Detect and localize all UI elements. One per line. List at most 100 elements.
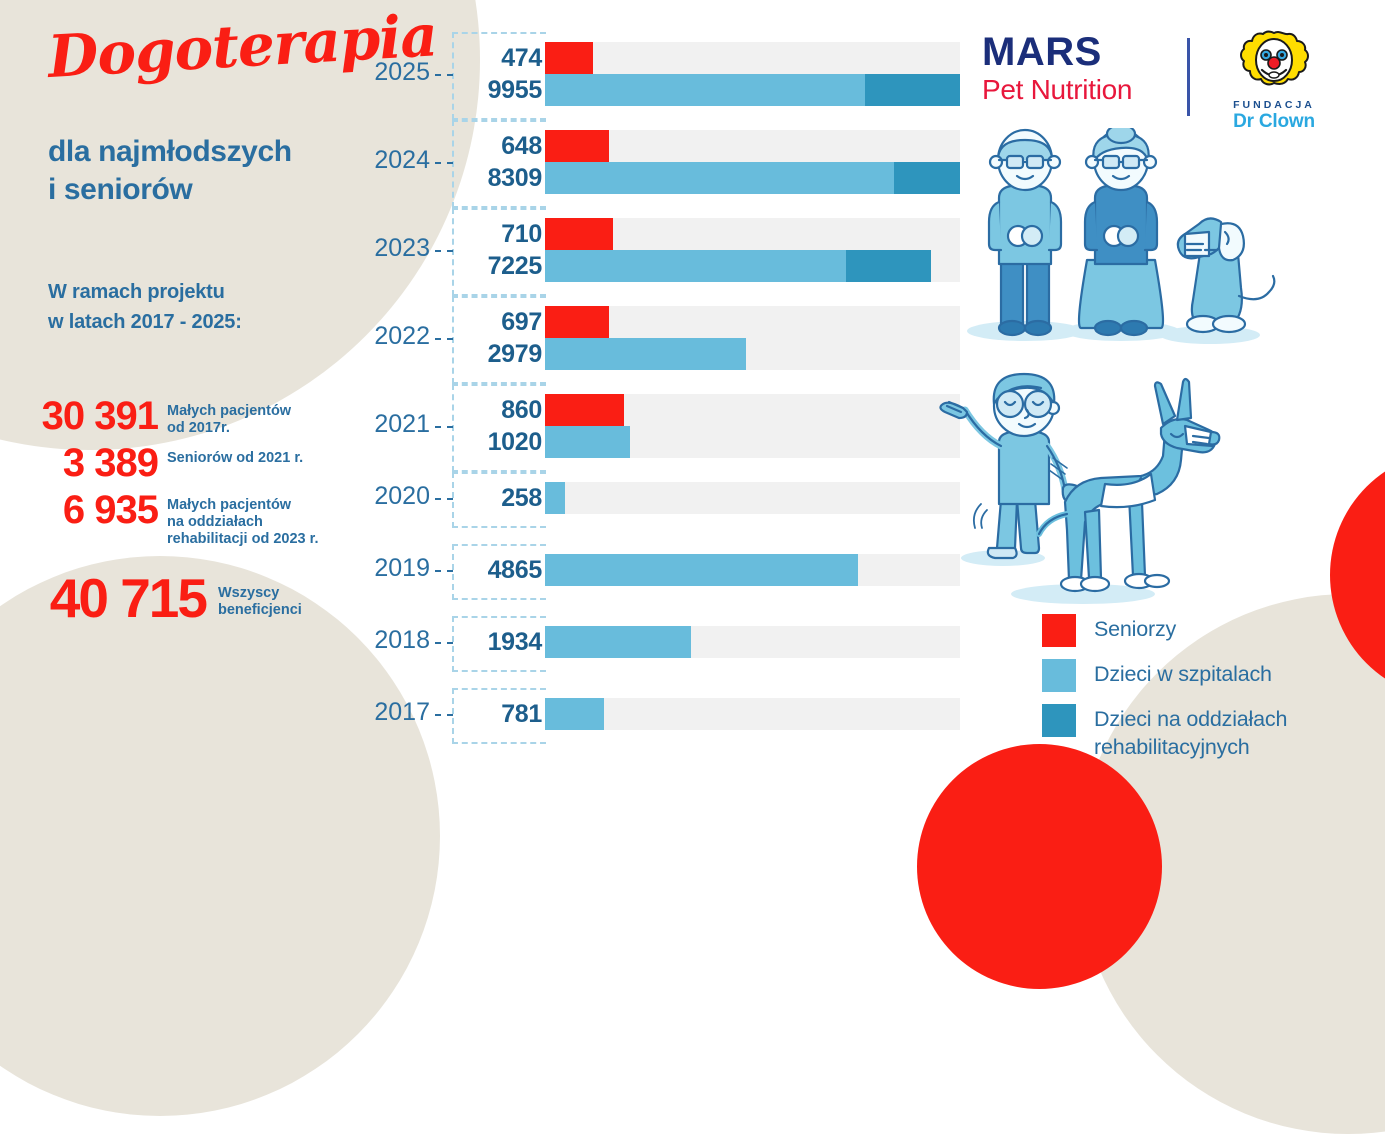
stat-number: 3 389 <box>62 441 159 486</box>
year-tick-dash <box>435 250 453 252</box>
bar-track-seniorzy <box>545 218 960 250</box>
stat-label: Małych pacjentów od 2017r. <box>167 396 291 437</box>
bar-segment-seniorzy <box>545 42 593 74</box>
stat-item: 3 389 Seniorów od 2021 r. <box>16 443 356 484</box>
bar-segment-seniorzy <box>545 218 614 250</box>
project-line-1: W ramach projektu <box>48 281 225 303</box>
bar-track-dzieci <box>545 698 960 730</box>
chart-legend: Seniorzy Dzieci w szpitalach Dzieci na o… <box>1042 614 1382 773</box>
value-dzieci: 7225 <box>487 252 543 280</box>
row-bracket <box>452 120 546 208</box>
row-bracket <box>452 384 546 472</box>
legend-swatch-red <box>1042 614 1076 647</box>
left-panel: Dogoterapia dla najmłodszych i seniorów … <box>0 0 439 778</box>
project-period: W ramach projektu w latach 2017 - 2025: <box>48 278 348 337</box>
year-tick-dash <box>435 162 453 164</box>
bar-segment-dzieci-szpitale <box>545 162 894 194</box>
legend-label-line: Dzieci na oddziałach <box>1094 707 1288 731</box>
bar-segment-dzieci-szpitale <box>545 338 747 370</box>
illustration-seniors-with-dog <box>967 128 1276 344</box>
stat-number: 6 935 <box>62 488 159 533</box>
mars-wordmark: MARS <box>982 30 1102 74</box>
row-values: 474 9955 <box>454 42 543 106</box>
bar-track-dzieci <box>545 554 960 586</box>
stat-total-label-line: beneficjenci <box>218 602 302 619</box>
chart-row: 2023 710 7225 <box>358 208 970 296</box>
bar-track-seniorzy <box>545 130 960 162</box>
year-label: 2023 <box>374 234 430 262</box>
bar-chart: 2025 474 9955 2024 648 8309 2023 710 7225 2022 697… <box>358 28 970 748</box>
mars-tagline: Pet Nutrition <box>982 74 1133 105</box>
logo-group: MARS Pet Nutrition FUNDACJA Dr Clown <box>982 30 1342 132</box>
stat-label: Małych pacjentów na oddziałach rehabilit… <box>167 490 319 548</box>
year-tick-dash <box>435 714 453 716</box>
value-dzieci: 1020 <box>487 428 543 456</box>
stat-label: Seniorów od 2021 r. <box>167 443 303 467</box>
value-dzieci: 781 <box>501 700 542 728</box>
stat-item: 6 935 Małych pacjentów na oddziałach reh… <box>16 490 356 548</box>
mars-logo: MARS Pet Nutrition <box>982 32 1182 106</box>
decor-circle-red-bottom <box>917 744 1162 989</box>
row-values: 4865 <box>454 554 543 586</box>
stat-number: 30 391 <box>41 394 159 438</box>
row-values: 648 8309 <box>454 130 543 194</box>
illustration-child-with-dog <box>939 372 1221 604</box>
project-line-2: w latach 2017 - 2025: <box>48 310 242 333</box>
bar-track-seniorzy <box>545 42 960 74</box>
stat-total-label: Wszyscy beneficjenci <box>218 571 302 619</box>
year-label: 2025 <box>374 58 430 86</box>
value-dzieci: 1934 <box>487 628 543 656</box>
year-tick-dash <box>435 570 453 572</box>
chart-row: 2018 1934 <box>358 616 970 672</box>
chart-row: 2024 648 8309 <box>358 120 970 208</box>
chart-row: 2021 860 1020 <box>358 384 970 472</box>
value-dzieci: 4865 <box>487 556 543 584</box>
bar-segment-dzieci-rehabilitacja <box>864 74 960 106</box>
bar-segment-dzieci-rehabilitacja <box>893 162 960 194</box>
year-tick-dash <box>435 498 453 500</box>
row-values: 1934 <box>454 626 543 658</box>
stat-label-line: rehabilitacji od 2023 r. <box>167 531 319 548</box>
bar-segment-dzieci-szpitale <box>545 626 692 658</box>
bar-segment-seniorzy <box>545 394 624 426</box>
year-label: 2022 <box>374 322 430 350</box>
row-values: 860 1020 <box>454 394 543 458</box>
stat-item: 30 391 Małych pacjentów od 2017r. <box>16 396 356 437</box>
value-seniorzy: 697 <box>501 308 542 336</box>
logo-divider <box>1187 38 1190 116</box>
legend-label-line: rehabilitacyjnych <box>1094 734 1250 759</box>
year-label: 2017 <box>374 698 430 726</box>
chart-row: 2020 258 <box>358 472 970 528</box>
value-seniorzy: 710 <box>501 220 542 248</box>
row-bracket <box>452 32 546 120</box>
legend-label: Dzieci w szpitalach <box>1094 662 1272 686</box>
bar-segment-dzieci-szpitale <box>545 554 859 586</box>
stat-total-label-line: Wszyscy <box>218 585 280 602</box>
year-tick-dash <box>435 642 453 644</box>
bar-segment-dzieci-szpitale <box>545 74 865 106</box>
chart-row: 2022 697 2979 <box>358 296 970 384</box>
row-values: 697 2979 <box>454 306 543 370</box>
bar-track-seniorzy <box>545 394 960 426</box>
bar-track-dzieci <box>545 482 960 514</box>
legend-item-dzieci-rehabilitacja: Dzieci na oddziałach rehabilitacyjnych <box>1042 704 1382 761</box>
row-values: 781 <box>454 698 542 730</box>
stat-total-number: 40 715 <box>49 567 208 630</box>
bar-segment-dzieci-rehabilitacja <box>845 250 931 282</box>
row-values: 258 <box>454 482 542 514</box>
subtitle-line-1: dla najmłodszych <box>48 135 292 168</box>
stat-total: 40 715 Wszyscy beneficjenci <box>16 571 356 626</box>
legend-item-dzieci-szpitale: Dzieci w szpitalach <box>1042 659 1382 692</box>
bar-track-dzieci <box>545 162 960 194</box>
value-dzieci: 2979 <box>487 340 543 368</box>
bar-segment-seniorzy <box>545 306 610 338</box>
legend-label: Dzieci na oddziałach rehabilitacyjnych <box>1094 704 1287 761</box>
chart-row: 2019 4865 <box>358 544 970 600</box>
subtitle: dla najmłodszych i seniorów <box>48 133 348 210</box>
year-tick-dash <box>435 338 453 340</box>
legend-swatch-light-blue <box>1042 659 1076 692</box>
value-dzieci: 9955 <box>487 76 543 104</box>
bar-segment-dzieci-szpitale <box>545 250 846 282</box>
value-dzieci: 8309 <box>487 164 543 192</box>
row-bracket <box>452 296 546 384</box>
